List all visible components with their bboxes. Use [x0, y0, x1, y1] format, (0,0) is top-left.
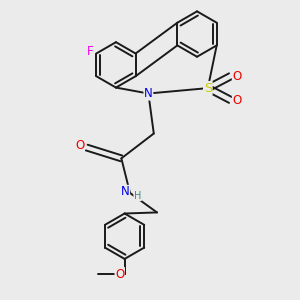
Text: O: O	[232, 94, 242, 106]
Text: O: O	[232, 70, 242, 83]
Text: S: S	[204, 82, 212, 94]
Text: N: N	[121, 185, 130, 198]
Text: O: O	[115, 268, 124, 281]
Text: H: H	[134, 191, 141, 201]
Text: O: O	[75, 139, 84, 152]
Text: N: N	[144, 87, 153, 100]
Text: F: F	[86, 45, 93, 58]
